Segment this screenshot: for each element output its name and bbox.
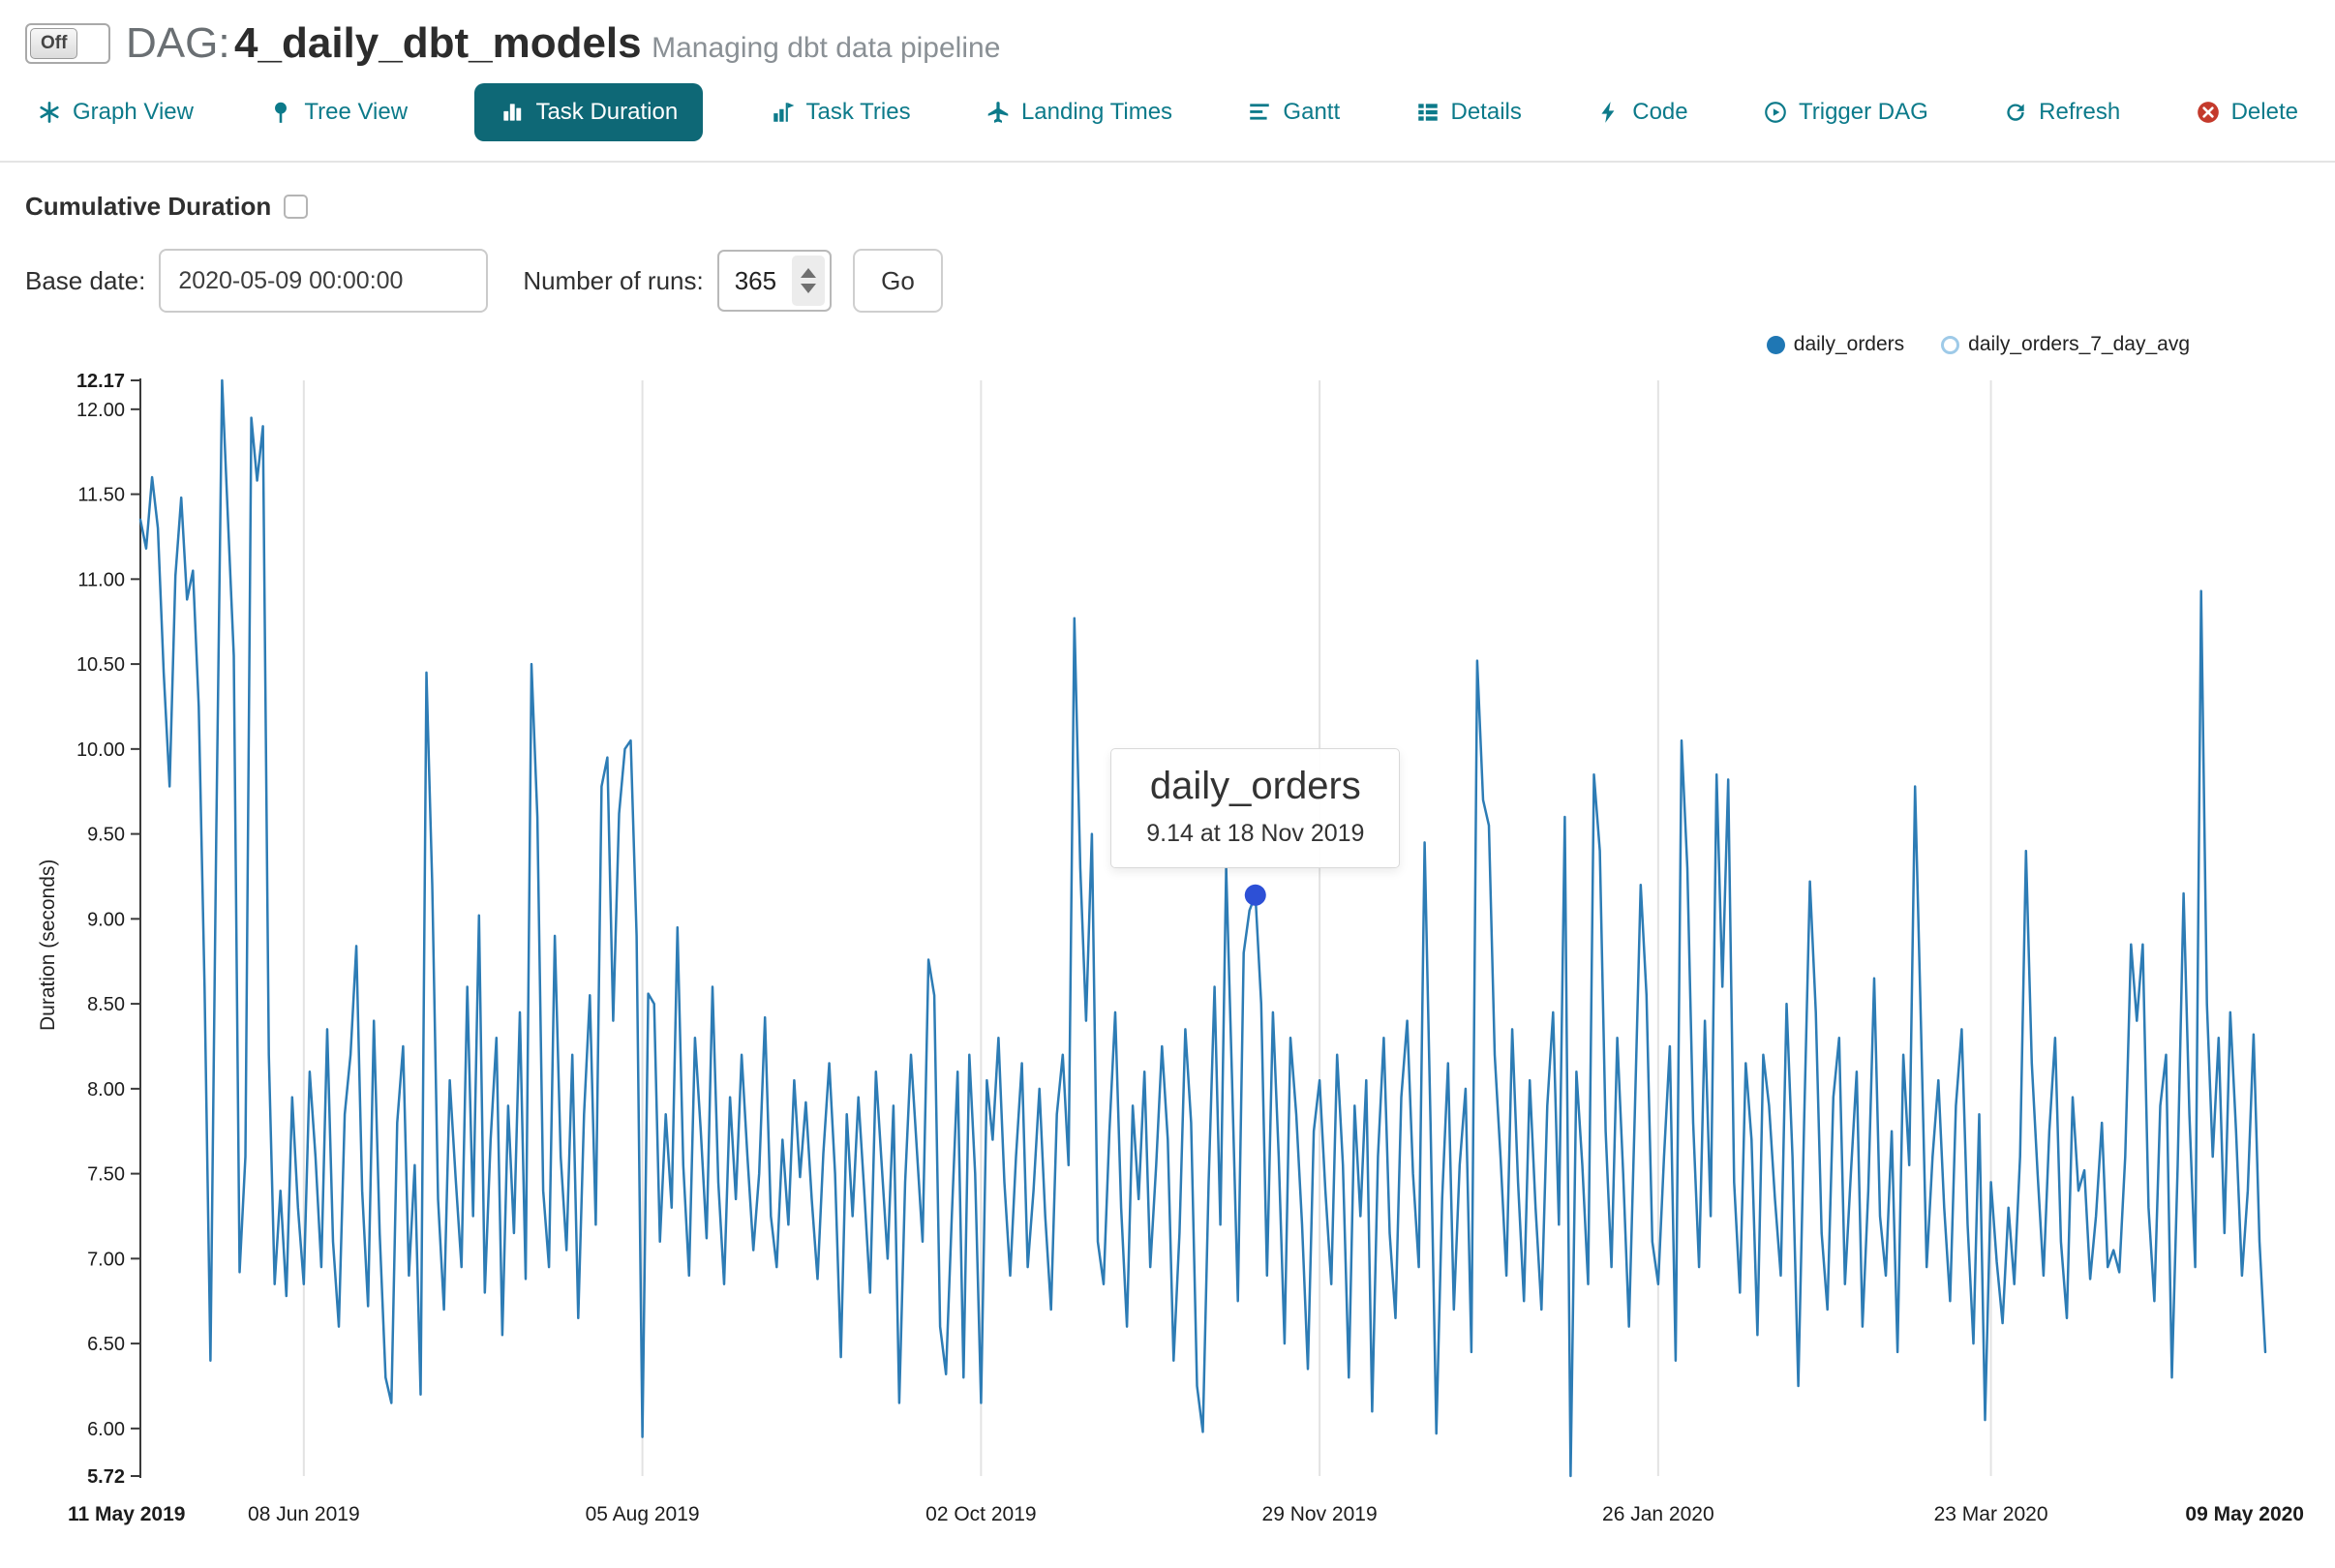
chart-legend: daily_orders daily_orders_7_day_avg xyxy=(0,326,2335,363)
svg-text:11.00: 11.00 xyxy=(77,569,125,590)
tooltip-series-name: daily_orders xyxy=(1149,764,1361,807)
tab-label: Landing Times xyxy=(1020,99,1173,125)
gantt-icon xyxy=(1247,100,1272,125)
cumulative-duration-checkbox[interactable] xyxy=(284,195,309,219)
tab-label: Trigger DAG xyxy=(1798,99,1928,125)
delete-circle-icon xyxy=(2196,100,2221,125)
refresh-icon xyxy=(2003,100,2028,125)
tab-label: Details xyxy=(1450,99,1522,125)
task-duration-chart-area: daily_orders daily_orders_7_day_avg 12.1… xyxy=(0,326,2335,1536)
go-button[interactable]: Go xyxy=(853,249,943,313)
svg-text:7.50: 7.50 xyxy=(87,1164,125,1186)
svg-text:9.50: 9.50 xyxy=(87,825,125,846)
base-date-label: Base date: xyxy=(25,265,146,295)
svg-text:9.00: 9.00 xyxy=(87,909,125,930)
svg-text:09 May 2020: 09 May 2020 xyxy=(2185,1503,2304,1525)
play-circle-icon xyxy=(1763,100,1788,125)
tab-label: Gantt xyxy=(1283,99,1341,125)
tab-task-duration[interactable]: Task Duration xyxy=(474,83,704,141)
tab-code[interactable]: Code xyxy=(1589,83,1695,141)
dag-subtitle: Managing dbt data pipeline xyxy=(652,32,1001,64)
tab-task-tries[interactable]: Task Tries xyxy=(763,83,919,141)
tab-label: Tree View xyxy=(304,99,409,125)
number-of-runs-label: Number of runs: xyxy=(523,265,704,295)
svg-text:10.00: 10.00 xyxy=(76,739,125,761)
number-of-runs-select[interactable]: 365 xyxy=(716,250,833,312)
svg-text:11 May 2019: 11 May 2019 xyxy=(68,1503,185,1525)
tab-graph-view[interactable]: Graph View xyxy=(29,83,201,141)
svg-text:10.50: 10.50 xyxy=(76,654,125,676)
svg-text:8.50: 8.50 xyxy=(87,994,125,1015)
svg-text:5.72: 5.72 xyxy=(87,1466,125,1488)
legend-label: daily_orders_7_day_avg xyxy=(1968,333,2190,355)
divider xyxy=(0,161,2335,163)
stepper-arrows-icon[interactable] xyxy=(792,256,826,306)
svg-text:26 Jan 2020: 26 Jan 2020 xyxy=(1602,1503,1714,1525)
svg-text:23 Mar 2020: 23 Mar 2020 xyxy=(1934,1503,2048,1525)
svg-text:7.00: 7.00 xyxy=(87,1249,125,1270)
svg-text:11.50: 11.50 xyxy=(77,485,125,506)
svg-text:6.50: 6.50 xyxy=(87,1334,125,1355)
tab-delete[interactable]: Delete xyxy=(2188,83,2306,141)
svg-text:05 Aug 2019: 05 Aug 2019 xyxy=(586,1503,700,1525)
legend-label: daily_orders xyxy=(1793,333,1905,355)
legend-item-daily-orders[interactable]: daily_orders xyxy=(1766,333,1905,356)
tab-landing-times[interactable]: Landing Times xyxy=(978,83,1180,141)
plane-icon xyxy=(986,100,1011,125)
tries-chart-icon xyxy=(771,100,796,125)
svg-text:08 Jun 2019: 08 Jun 2019 xyxy=(248,1503,360,1525)
legend-item-daily-orders-7-day-avg[interactable]: daily_orders_7_day_avg xyxy=(1941,333,2190,356)
duration-line-chart[interactable]: 12.17 12.00 11.50 11.00 10.50 10.00 9.50 9.00 8.… xyxy=(0,363,2335,1536)
tab-gantt[interactable]: Gantt xyxy=(1239,83,1348,141)
svg-text:6.00: 6.00 xyxy=(87,1419,125,1440)
tooltip-value-text: 9.14 at 18 Nov 2019 xyxy=(1146,819,1365,847)
svg-text:02 Oct 2019: 02 Oct 2019 xyxy=(925,1503,1036,1525)
svg-text:12.17: 12.17 xyxy=(76,371,125,392)
list-icon xyxy=(1415,100,1440,125)
svg-text:8.00: 8.00 xyxy=(87,1079,125,1101)
asterisk-icon xyxy=(37,100,62,125)
tab-trigger-dag[interactable]: Trigger DAG xyxy=(1755,83,1936,141)
tab-refresh[interactable]: Refresh xyxy=(1995,83,2128,141)
cumulative-duration-label: Cumulative Duration xyxy=(25,192,272,221)
filled-circle-icon xyxy=(1766,335,1785,354)
tab-details[interactable]: Details xyxy=(1408,83,1530,141)
base-date-input[interactable] xyxy=(159,249,489,313)
tab-tree-view[interactable]: Tree View xyxy=(260,83,415,141)
bolt-icon xyxy=(1596,100,1622,125)
dag-name: 4_daily_dbt_models xyxy=(234,19,642,67)
tab-label: Graph View xyxy=(73,99,194,125)
number-of-runs-value: 365 xyxy=(734,265,777,295)
tab-label: Task Tries xyxy=(805,99,911,125)
dag-view-tabs: Graph View Tree View Task Duration Task … xyxy=(0,72,2335,141)
open-circle-icon xyxy=(1941,335,1960,354)
tab-label: Refresh xyxy=(2039,99,2121,125)
tab-label: Delete xyxy=(2230,99,2298,125)
svg-text:12.00: 12.00 xyxy=(76,400,125,421)
chart-controls: Cumulative Duration Base date: Number of… xyxy=(0,163,2335,313)
chart-tooltip: daily_orders 9.14 at 18 Nov 2019 xyxy=(1110,747,1401,868)
bar-chart-icon xyxy=(500,100,525,125)
dag-prefix: DAG: xyxy=(126,19,230,67)
svg-text:29 Nov 2019: 29 Nov 2019 xyxy=(1262,1503,1378,1525)
chart-plot-region: 12.17 12.00 11.50 11.00 10.50 10.00 9.50 9.00 8.… xyxy=(0,363,2335,1536)
header: Off DAG: 4_daily_dbt_models Managing dbt… xyxy=(0,0,2335,72)
y-axis-title: Duration (seconds) xyxy=(37,859,59,1031)
toggle-off-label: Off xyxy=(30,28,78,59)
tab-label: Code xyxy=(1632,99,1688,125)
dag-pause-toggle[interactable]: Off xyxy=(25,23,110,64)
tree-icon xyxy=(268,100,293,125)
tab-label: Task Duration xyxy=(535,99,679,125)
